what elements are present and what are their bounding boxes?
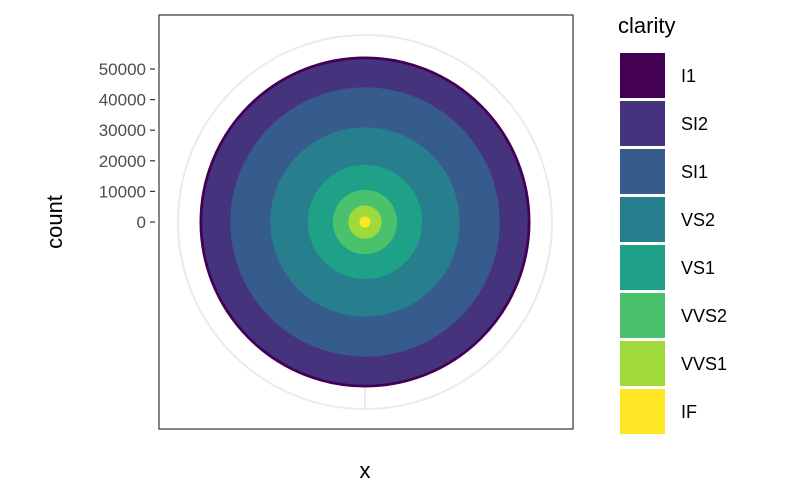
- legend-swatch-vvs1: [620, 341, 665, 386]
- legend-label-vvs1: VVS1: [681, 354, 727, 374]
- y-tick-label-50000: 50000: [99, 60, 146, 79]
- legend: I1 SI2 SI1 VS2 VS1 VVS2 VVS1 IF: [620, 53, 727, 434]
- legend-swatch-vs1: [620, 245, 665, 290]
- legend-label-vs2: VS2: [681, 210, 715, 230]
- legend-label-if: IF: [681, 402, 697, 422]
- legend-label-vs1: VS1: [681, 258, 715, 278]
- x-axis-title: x: [360, 458, 371, 483]
- y-axis-title: count: [42, 195, 67, 249]
- legend-swatch-i1: [620, 53, 665, 98]
- y-tick-label-40000: 40000: [99, 91, 146, 110]
- y-tick-label-0: 0: [137, 213, 146, 232]
- legend-label-i1: I1: [681, 66, 696, 86]
- legend-label-vvs2: VVS2: [681, 306, 727, 326]
- y-tick-label-10000: 10000: [99, 182, 146, 201]
- ring-if: [359, 216, 371, 228]
- rings-group: [199, 56, 531, 388]
- y-tick-label-30000: 30000: [99, 121, 146, 140]
- legend-swatch-si2: [620, 101, 665, 146]
- legend-title: clarity: [618, 13, 675, 38]
- legend-swatch-vvs2: [620, 293, 665, 338]
- legend-swatch-vs2: [620, 197, 665, 242]
- legend-swatch-si1: [620, 149, 665, 194]
- legend-label-si2: SI2: [681, 114, 708, 134]
- y-axis: 0 10000 20000 30000 40000 50000: [99, 60, 155, 232]
- legend-label-si1: SI1: [681, 162, 708, 182]
- legend-swatch-if: [620, 389, 665, 434]
- y-tick-label-20000: 20000: [99, 152, 146, 171]
